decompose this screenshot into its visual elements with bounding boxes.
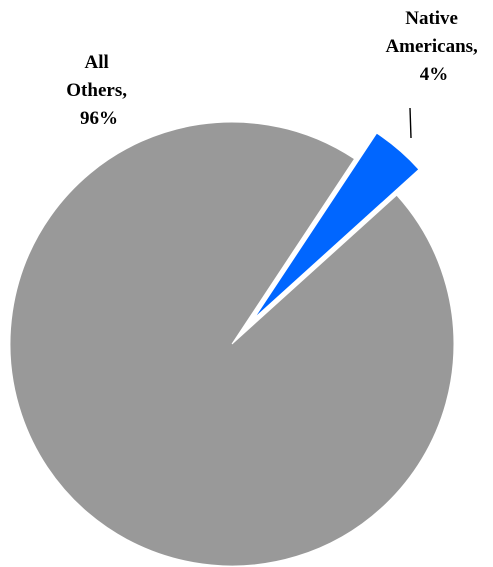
native-americans-label: Native Americans, 4% <box>385 8 482 85</box>
pie-slice-native <box>253 132 420 319</box>
all-others-label: All Others, 96% <box>66 52 131 129</box>
native-americans-leader-line <box>409 107 412 139</box>
pie-slice-all <box>9 121 455 567</box>
pie-slices <box>9 121 455 567</box>
